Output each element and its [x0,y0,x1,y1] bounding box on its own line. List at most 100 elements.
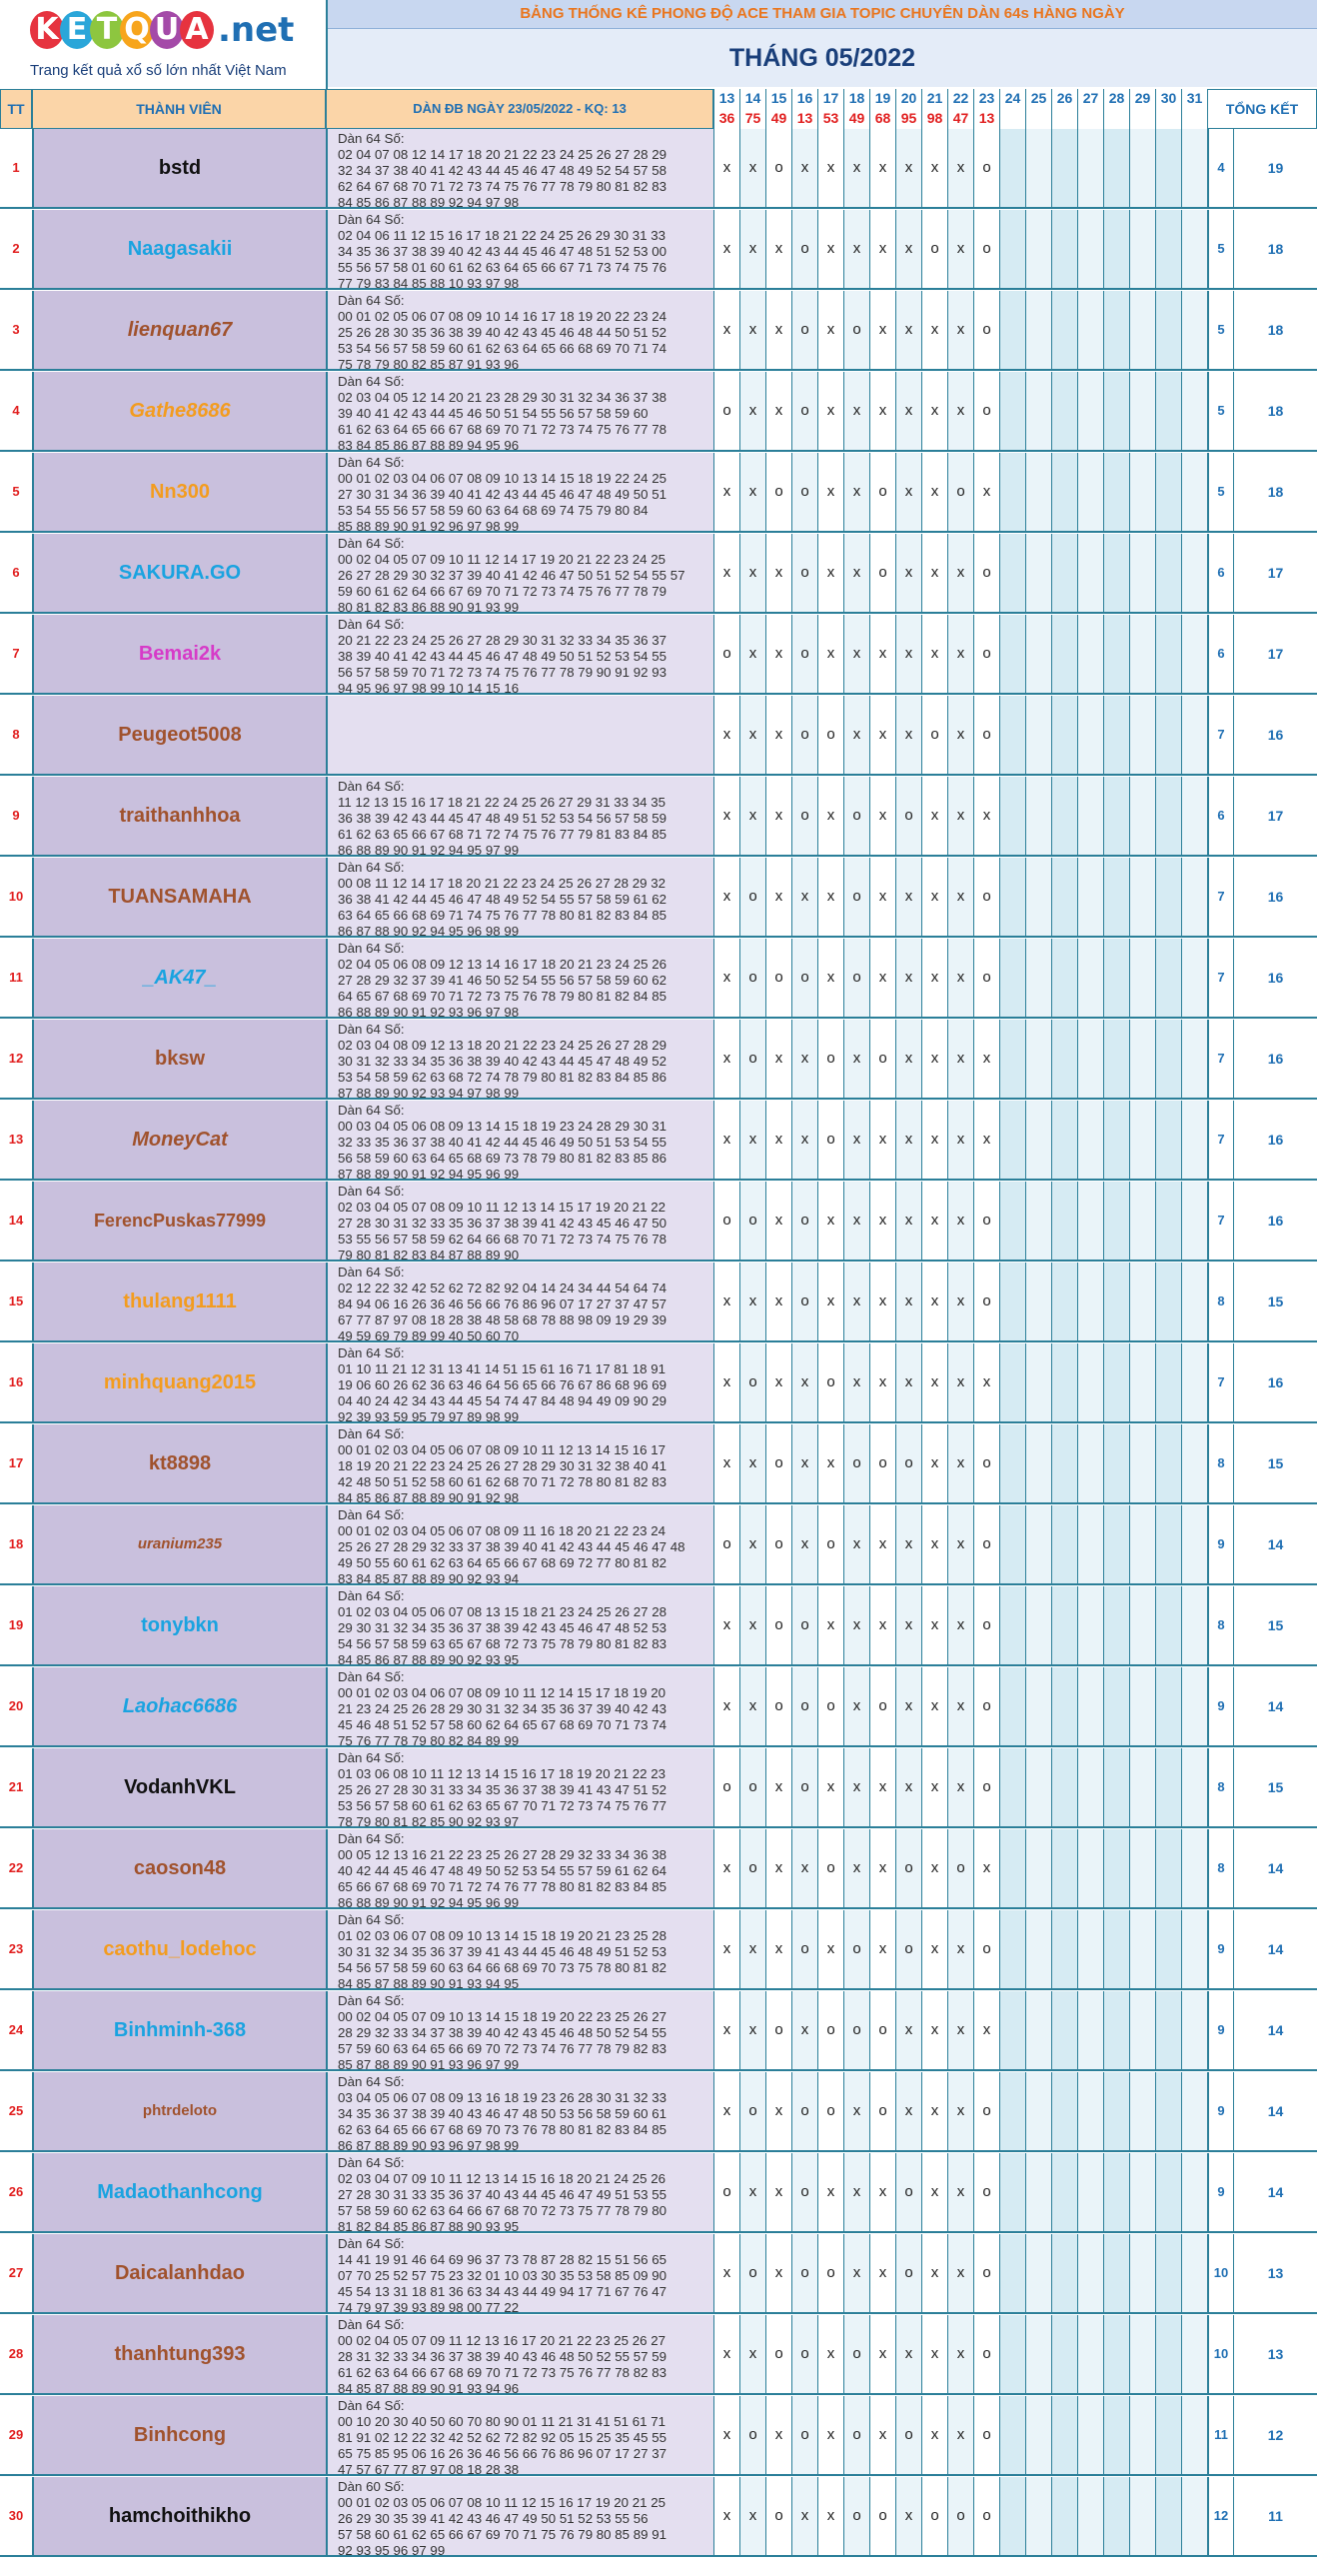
day-mark: o [765,1667,791,1745]
day-mark [1103,372,1129,450]
table-row: 19 tonybkn Dàn 64 Số: 01 02 03 04 05 06 07… [0,1586,1317,1666]
member-name[interactable]: Binhcong [32,2396,326,2476]
miss-count: 8 [1207,1586,1233,1666]
member-name[interactable]: Binhminh-368 [32,1991,326,2071]
miss-count: 9 [1207,2153,1233,2233]
row-index: 2 [0,210,32,290]
member-name[interactable]: VodanhVKL [32,1748,326,1828]
day-mark [1051,1101,1077,1179]
day-mark: x [713,696,739,774]
day-mark: o [973,1424,999,1502]
member-name[interactable]: MoneyCat [32,1101,326,1181]
day-mark [1155,1910,1181,1988]
day-mark: x [947,1748,973,1826]
day-mark: x [739,1101,765,1179]
member-name[interactable]: hamchoithikho [32,2477,326,2557]
member-name[interactable]: SAKURA.GO [32,534,326,614]
day-mark [1155,615,1181,693]
day-mark: o [947,2477,973,2555]
day-mark: o [895,1424,921,1502]
member-name[interactable]: TUANSAMAHA [32,858,326,938]
member-name[interactable]: uranium235 [32,1505,326,1585]
day-mark [1129,1101,1155,1179]
member-name[interactable]: Nn300 [32,453,326,533]
member-name[interactable]: bksw [32,1020,326,1100]
day-mark: o [973,129,999,207]
member-name[interactable]: kt8898 [32,1424,326,1504]
member-name[interactable]: traithanhhoa [32,777,326,857]
day-mark [1181,1101,1207,1179]
row-index: 3 [0,291,32,371]
member-name[interactable]: phtrdeloto [32,2072,326,2152]
member-name[interactable]: Daicalanhdao [32,2234,326,2314]
day-mark: o [765,2315,791,2393]
day-mark: o [739,1020,765,1098]
date-result: 36 [718,110,735,126]
member-name[interactable]: Peugeot5008 [32,696,326,776]
member-name[interactable]: caoson48 [32,1829,326,1909]
day-mark: x [843,1343,869,1421]
day-mark [1155,291,1181,369]
member-name[interactable]: Laohac6686 [32,1667,326,1747]
day-mark [1181,615,1207,693]
day-mark: o [713,1505,739,1583]
logo-area[interactable]: K E T Q U A .net Trang kết quả xổ số lớn nhất … [0,0,328,90]
member-name[interactable]: bstd [32,129,326,209]
day-mark: x [921,1829,947,1907]
member-name[interactable]: Madaothanhcong [32,2153,326,2233]
hit-count: 13 [1233,2315,1317,2395]
day-mark: o [739,1829,765,1907]
member-name[interactable]: _AK47_ [32,939,326,1019]
day-mark: x [817,1424,843,1502]
day-mark [1077,1182,1103,1260]
day-mark [999,1991,1025,2069]
member-name[interactable]: lienquan67 [32,291,326,371]
member-name[interactable]: Gathe8686 [32,372,326,452]
day-mark: x [947,2315,973,2393]
day-mark: x [895,939,921,1017]
dan-numbers: Dàn 64 Số: 11 12 13 15 16 17 18 21 22 24… [326,777,713,857]
day-mark [1155,129,1181,207]
table-row: 21 VodanhVKL Dàn 64 Số: 01 03 06 08 10 11 … [0,1748,1317,1828]
day-mark: o [843,1910,869,1988]
day-mark: x [765,2234,791,2312]
date-label: 25 [1030,90,1047,106]
hit-count: 12 [1233,2396,1317,2476]
member-name[interactable]: thulang1111 [32,1263,326,1342]
day-mark: x [869,615,895,693]
member-name[interactable]: thanhtung393 [32,2315,326,2395]
day-mark: x [765,1182,791,1260]
dan-numbers: Dàn 64 Số: 01 02 03 04 05 06 07 08 13 15… [326,1586,713,1666]
day-mark: x [765,1910,791,1988]
day-mark: x [869,291,895,369]
date-label: 14 [744,90,761,106]
day-mark: x [895,534,921,612]
day-mark [1129,1263,1155,1340]
member-name[interactable]: FerencPuskas77999 [32,1182,326,1262]
dan-numbers: Dàn 64 Số: 20 21 22 23 24 25 26 27 28 29… [326,615,713,695]
member-name[interactable]: tonybkn [32,1586,326,1666]
day-mark [1129,1424,1155,1502]
day-mark [1077,1020,1103,1098]
member-name[interactable]: minhquang2015 [32,1343,326,1423]
table-row: 4 Gathe8686 Dàn 64 Số: 02 03 04 05 12 14 2… [0,372,1317,452]
day-mark [1051,939,1077,1017]
day-mark: x [765,210,791,288]
day-mark [1051,1748,1077,1826]
day-mark [1077,1505,1103,1583]
day-mark [1155,858,1181,936]
day-mark [1051,291,1077,369]
day-mark: x [973,453,999,531]
day-mark [1155,696,1181,774]
miss-count: 7 [1207,1020,1233,1100]
day-mark [1155,1829,1181,1907]
day-mark: x [817,129,843,207]
member-name[interactable]: caothu_lodehoc [32,1910,326,1990]
member-name[interactable]: Bemai2k [32,615,326,695]
dan-numbers: Dàn 64 Số: 02 03 04 08 09 12 13 18 20 21… [326,1020,713,1100]
day-mark [1025,2072,1051,2150]
day-mark: x [947,777,973,855]
member-name[interactable]: Naagasakii [32,210,326,290]
day-mark [1077,453,1103,531]
hit-count: 16 [1233,939,1317,1019]
